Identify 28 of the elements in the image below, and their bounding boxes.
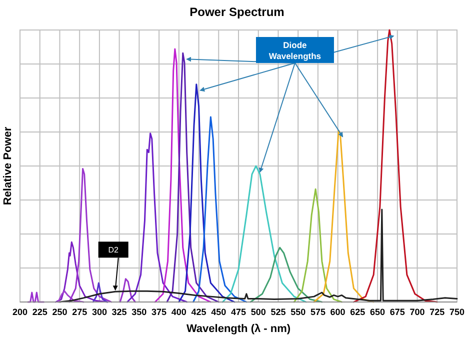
x-tick-label: 550 (290, 307, 306, 317)
x-tick-label: 600 (330, 307, 346, 317)
x-axis-title: Wavelength (λ - nm) (186, 323, 291, 335)
x-tick-label: 725 (430, 307, 445, 317)
x-tick-label: 300 (92, 307, 107, 317)
x-tick-label: 525 (270, 307, 286, 317)
x-tick-label: 575 (310, 307, 326, 317)
x-tick-label: 325 (112, 307, 127, 317)
x-tick-label: 625 (350, 307, 366, 317)
x-tick-label: 700 (410, 307, 425, 317)
x-tick-label: 750 (449, 307, 465, 317)
x-tick-label: 475 (230, 307, 246, 317)
x-tick-label: 350 (132, 307, 147, 317)
x-tick-label: 250 (52, 307, 68, 317)
x-tick-label: 425 (191, 307, 206, 317)
y-axis-title: Relative Power (2, 126, 14, 206)
x-tick-label: 275 (72, 307, 88, 317)
x-tick-label: 225 (32, 307, 48, 317)
x-tick-label: 450 (211, 307, 226, 317)
annotation: Diode Wavelengths (268, 40, 322, 61)
chart-title: Power Spectrum (190, 5, 284, 19)
x-tick-label: 675 (390, 307, 405, 317)
x-tick-label: 400 (171, 307, 186, 317)
x-tick-label: 375 (152, 307, 167, 317)
x-tick-label: 650 (370, 307, 386, 317)
annotation: D2 (108, 246, 120, 255)
x-tick-label: 200 (12, 307, 28, 317)
x-tick-label: 500 (250, 307, 266, 317)
